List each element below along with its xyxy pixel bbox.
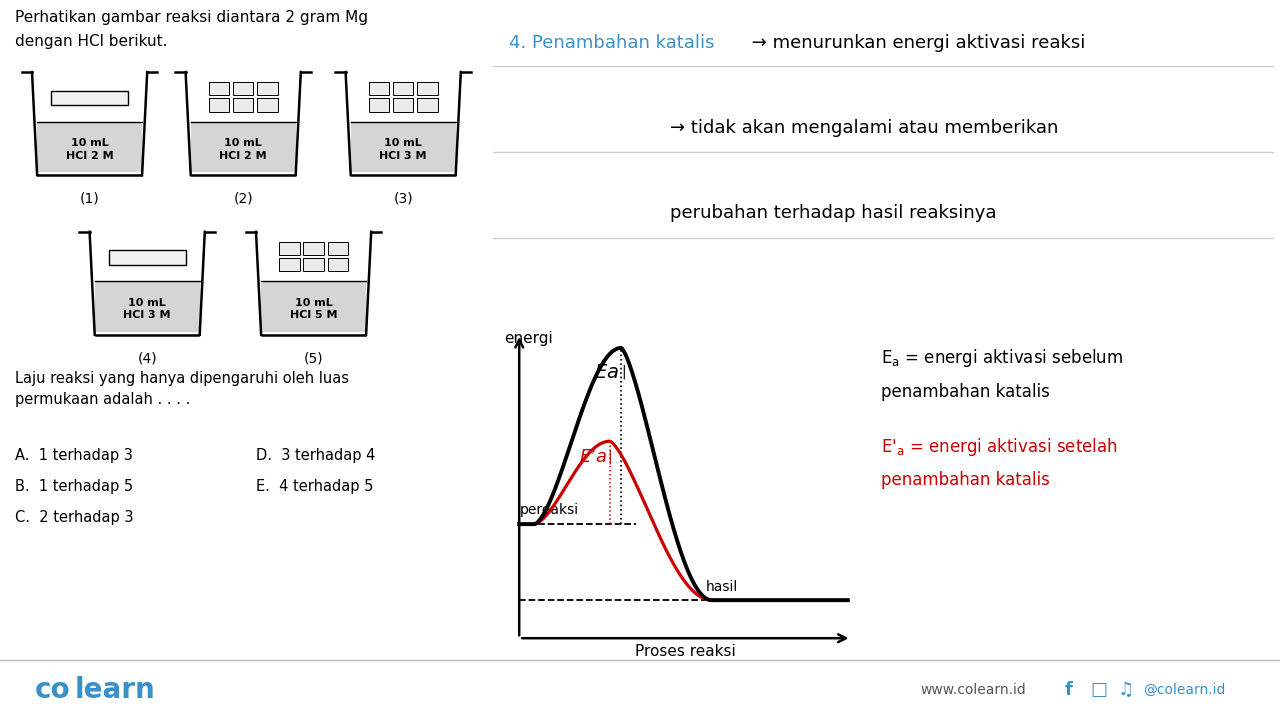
Text: 4. Penambahan katalis: 4. Penambahan katalis — [508, 35, 714, 53]
Text: 10 mL
HCl 2 M: 10 mL HCl 2 M — [219, 138, 268, 161]
Text: C.  2 terhadap 3: C. 2 terhadap 3 — [15, 510, 134, 525]
Bar — [279, 258, 300, 271]
Text: (4): (4) — [137, 351, 157, 365]
Text: penambahan katalis: penambahan katalis — [881, 383, 1050, 400]
Bar — [209, 82, 229, 95]
Text: Laju reaksi yang hanya dipengaruhi oleh luas
permukaan adalah . . . .: Laju reaksi yang hanya dipengaruhi oleh … — [15, 371, 349, 407]
Polygon shape — [95, 282, 200, 332]
Text: Perhatikan gambar reaksi diantara 2 gram Mg: Perhatikan gambar reaksi diantara 2 gram… — [15, 10, 369, 25]
Text: ♫: ♫ — [1117, 681, 1134, 699]
Text: D.  3 terhadap 4: D. 3 terhadap 4 — [256, 448, 375, 463]
Bar — [417, 82, 438, 95]
Polygon shape — [191, 122, 296, 172]
Bar — [303, 258, 324, 271]
Bar — [209, 99, 229, 112]
Text: energi: energi — [504, 330, 553, 346]
Text: learn: learn — [76, 676, 156, 704]
Text: (2): (2) — [233, 192, 253, 206]
Text: □: □ — [1091, 681, 1107, 699]
Bar — [279, 242, 300, 255]
Text: co: co — [35, 676, 70, 704]
Text: @colearn.id: @colearn.id — [1143, 683, 1225, 697]
Text: → tidak akan mengalami atau memberikan: → tidak akan mengalami atau memberikan — [671, 120, 1059, 138]
Text: |: | — [608, 449, 612, 464]
Text: E'$_\mathregular{a}$ = energi aktivasi setelah: E'$_\mathregular{a}$ = energi aktivasi s… — [881, 436, 1117, 458]
Bar — [393, 99, 413, 112]
Text: E.  4 terhadap 5: E. 4 terhadap 5 — [256, 479, 374, 494]
Text: (1): (1) — [79, 192, 100, 206]
Text: 10 mL
HCl 3 M: 10 mL HCl 3 M — [123, 298, 172, 320]
Bar — [233, 99, 253, 112]
Text: Proses reaksi: Proses reaksi — [635, 644, 736, 659]
Text: www.colearn.id: www.colearn.id — [920, 683, 1025, 697]
Bar — [257, 82, 278, 95]
Polygon shape — [37, 122, 142, 172]
Text: penambahan katalis: penambahan katalis — [881, 471, 1050, 489]
Text: hasil: hasil — [707, 580, 739, 594]
Text: $\mathit{Ea}$: $\mathit{Ea}$ — [594, 363, 618, 382]
Bar — [233, 82, 253, 95]
Text: dengan HCl berikut.: dengan HCl berikut. — [15, 34, 168, 49]
Bar — [51, 91, 128, 105]
Bar — [417, 99, 438, 112]
Text: |: | — [621, 365, 626, 379]
Bar — [393, 82, 413, 95]
Polygon shape — [351, 122, 456, 172]
Text: f: f — [1065, 681, 1073, 699]
Text: perubahan terhadap hasil reaksinya: perubahan terhadap hasil reaksinya — [671, 204, 997, 222]
Polygon shape — [261, 282, 366, 332]
Bar — [109, 251, 186, 265]
Text: A.  1 terhadap 3: A. 1 terhadap 3 — [15, 448, 133, 463]
Text: 10 mL
HCl 5 M: 10 mL HCl 5 M — [289, 298, 338, 320]
Text: (3): (3) — [393, 192, 413, 206]
Text: 10 mL
HCl 3 M: 10 mL HCl 3 M — [379, 138, 428, 161]
Bar — [328, 258, 348, 271]
Text: B.  1 terhadap 5: B. 1 terhadap 5 — [15, 479, 133, 494]
Text: → menurunkan energi aktivasi reaksi: → menurunkan energi aktivasi reaksi — [746, 35, 1085, 53]
Text: $\mathit{E'a}$: $\mathit{E'a}$ — [579, 447, 607, 467]
Bar — [328, 242, 348, 255]
Bar — [369, 82, 389, 95]
Bar — [369, 99, 389, 112]
Text: (5): (5) — [303, 351, 324, 365]
Text: pereaksi: pereaksi — [520, 503, 579, 516]
Bar — [303, 242, 324, 255]
Text: 10 mL
HCl 2 M: 10 mL HCl 2 M — [65, 138, 114, 161]
Bar — [257, 99, 278, 112]
Text: E$_\mathregular{a}$ = energi aktivasi sebelum: E$_\mathregular{a}$ = energi aktivasi se… — [881, 347, 1123, 369]
